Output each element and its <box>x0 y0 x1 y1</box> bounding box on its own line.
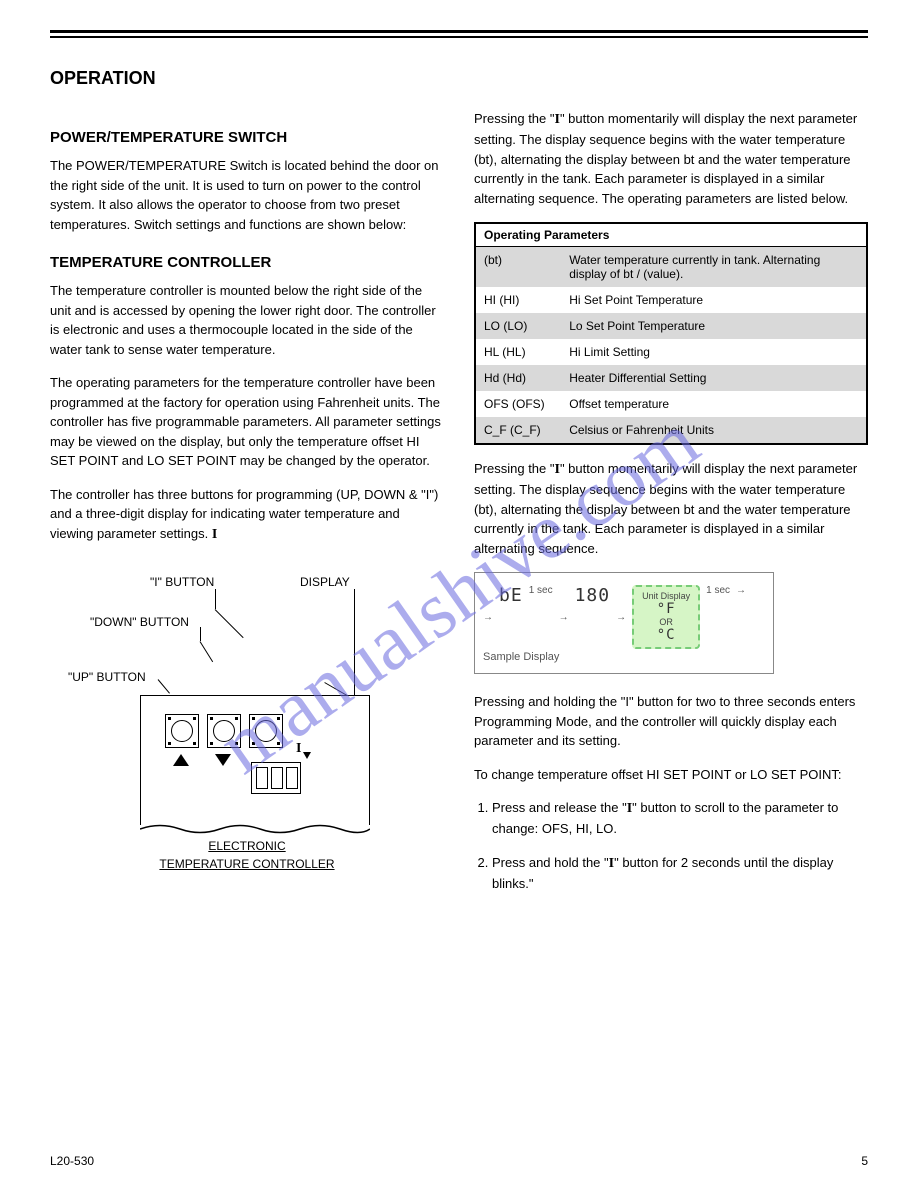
param-p1: Pressing the "I" button momentarily will… <box>474 459 868 558</box>
content-columns: POWER/TEMPERATURE SWITCH The POWER/TEMPE… <box>50 109 868 907</box>
i-button[interactable] <box>249 714 283 748</box>
left-column: POWER/TEMPERATURE SWITCH The POWER/TEMPE… <box>50 109 444 907</box>
table-row: HI (HI)Hi Set Point Temperature <box>475 287 867 313</box>
table-row: OFS (OFS)Offset temperature <box>475 391 867 417</box>
controller-p3: The controller has three buttons for pro… <box>50 485 444 545</box>
pointer-icon <box>303 752 311 759</box>
parameters-table: Operating Parameters (bt)Water temperatu… <box>474 222 868 445</box>
schematic-caption-2: TEMPERATURE CONTROLLER <box>50 857 444 871</box>
arrow-up-icon <box>173 754 189 766</box>
seg-bt: bE <box>499 585 523 606</box>
param-p2: Pressing and holding the "I" button for … <box>474 692 868 751</box>
leader-line <box>215 609 244 638</box>
display-window <box>251 762 301 794</box>
leader-line <box>354 589 355 699</box>
controller-p2: The operating parameters for the tempera… <box>50 373 444 471</box>
table-row: LO (LO)Lo Set Point Temperature <box>475 313 867 339</box>
delay-label: 1 sec <box>706 585 730 596</box>
header-rule-top <box>50 30 868 33</box>
label-up-button: "UP" BUTTON <box>68 670 146 684</box>
break-line-icon <box>140 819 370 839</box>
footer-left: L20-530 <box>50 1154 94 1168</box>
label-display: DISPLAY <box>300 575 350 589</box>
label-i-button: "I" BUTTON <box>150 575 214 589</box>
down-button[interactable] <box>207 714 241 748</box>
page-title: OPERATION <box>50 68 868 89</box>
delay-label: 1 sec <box>529 585 553 596</box>
param-intro: Pressing the "I" button momentarily will… <box>474 109 868 208</box>
controller-p3-text: The controller has three buttons for pro… <box>50 487 438 541</box>
table-row: (bt)Water temperature currently in tank.… <box>475 247 867 288</box>
unit-display-box: Unit Display °F OR °C <box>632 585 700 649</box>
footer-right: 5 <box>861 1154 868 1168</box>
page-footer: L20-530 5 <box>50 1154 868 1168</box>
leader-line <box>158 679 170 693</box>
table-row: Hd (Hd)Heater Differential Setting <box>475 365 867 391</box>
steps-list: Press and release the "I" button to scro… <box>492 798 868 893</box>
i-mark-icon: I <box>296 741 301 757</box>
sample-display-figure: → bE 1 sec → 180 → Unit Display °F OR °C… <box>474 572 774 674</box>
i-icon: I <box>555 109 560 130</box>
schematic-caption-1: ELECTRONIC <box>50 839 444 853</box>
i-icon: I <box>212 524 217 545</box>
switch-paragraph: The POWER/TEMPERATURE Switch is located … <box>50 156 444 234</box>
step-item: Press and hold the "I" button for 2 seco… <box>492 853 868 894</box>
switch-heading: POWER/TEMPERATURE SWITCH <box>50 129 444 146</box>
header-rule-bottom <box>50 36 868 38</box>
table-row: HL (HL)Hi Limit Setting <box>475 339 867 365</box>
right-column: Pressing the "I" button momentarily will… <box>474 109 868 907</box>
label-down-button: "DOWN" BUTTON <box>90 615 189 629</box>
leader-line <box>200 641 214 662</box>
table-header: Operating Parameters <box>475 223 867 247</box>
up-button[interactable] <box>165 714 199 748</box>
controller-p1: The temperature controller is mounted be… <box>50 281 444 359</box>
steps-intro: To change temperature offset HI SET POIN… <box>474 765 868 785</box>
seg-value: 180 <box>575 585 611 606</box>
leader-line <box>200 627 201 641</box>
step-item: Press and release the "I" button to scro… <box>492 798 868 839</box>
sample-label: Sample Display <box>483 651 765 663</box>
leader-line <box>215 589 216 609</box>
table-row: C_F (C_F)Celsius or Fahrenheit Units <box>475 417 867 444</box>
controller-schematic: "I" BUTTON "DOWN" BUTTON "UP" BUTTON DIS… <box>50 575 410 835</box>
panel-outline: I <box>140 695 370 825</box>
arrow-down-icon <box>215 754 231 766</box>
controller-heading: TEMPERATURE CONTROLLER <box>50 254 444 271</box>
